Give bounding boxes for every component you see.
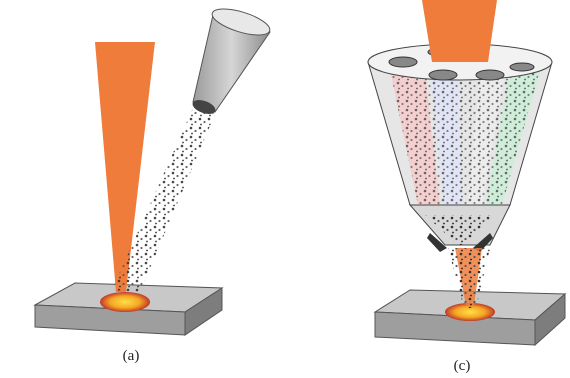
panel-label: (a) [123,348,140,364]
laser-beam [422,0,497,62]
panel-a: (a) [35,4,273,364]
port [510,63,534,71]
diagram: (a) (c) [0,0,570,378]
melt-pool [100,292,150,312]
port [476,70,504,80]
panel-c: (c) [368,0,565,374]
port [429,70,457,80]
panel-label: (c) [454,358,471,374]
port [389,57,417,67]
